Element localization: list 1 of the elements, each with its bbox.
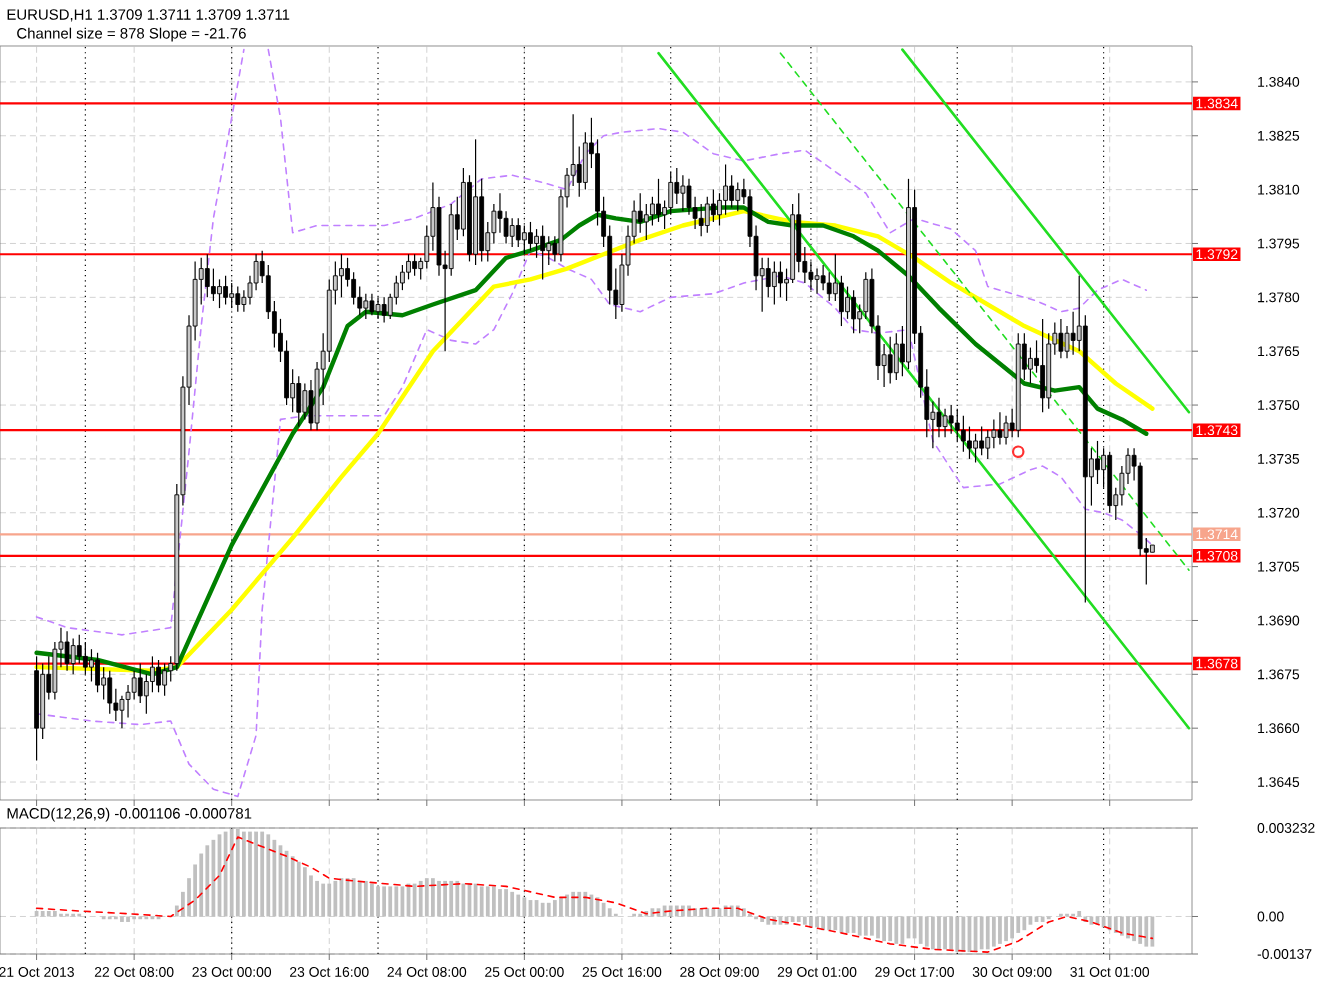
line-series bbox=[35, 836, 1154, 953]
